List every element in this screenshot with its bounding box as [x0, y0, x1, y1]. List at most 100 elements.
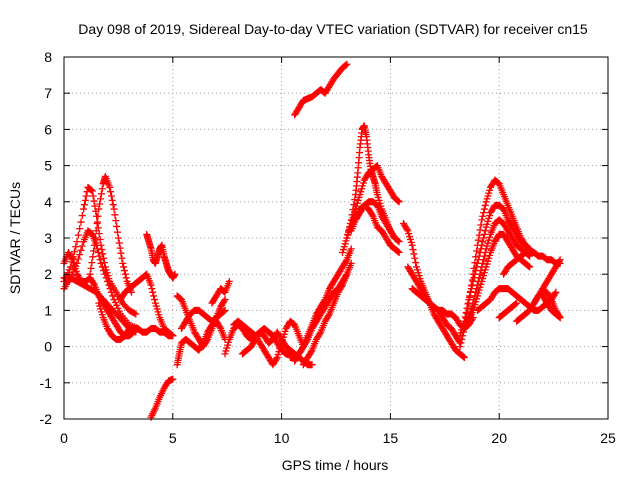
data-point: [80, 205, 88, 213]
data-point: [216, 323, 224, 331]
axis-ticks: [63, 56, 609, 420]
data-point: [76, 251, 84, 259]
y-tick-label: -1: [40, 375, 53, 391]
series-trace-x: [352, 198, 399, 242]
series-trace-e: [86, 172, 135, 296]
x-tick-label: 20: [491, 430, 507, 446]
y-tick-label: 2: [44, 266, 52, 282]
data-point: [116, 244, 124, 252]
data-point: [526, 263, 534, 271]
data-point: [512, 300, 520, 308]
y-tick-label: 6: [44, 121, 52, 137]
data-point: [110, 205, 118, 213]
series-trace-h: [143, 230, 179, 282]
x-axis-label: GPS time / hours: [282, 457, 389, 473]
data-point: [480, 256, 488, 264]
data-point: [105, 281, 113, 289]
data-point: [106, 183, 114, 191]
data-point: [68, 254, 76, 262]
data-point: [100, 259, 108, 267]
data-point: [89, 192, 97, 200]
series-trace-ak: [539, 292, 564, 322]
data-point: [168, 331, 176, 339]
data-point: [368, 211, 376, 219]
data-point: [107, 192, 115, 200]
data-point: [73, 238, 81, 246]
data-point: [478, 241, 486, 249]
data-point: [95, 205, 103, 213]
data-point: [94, 212, 102, 220]
data-point: [411, 254, 419, 262]
data-point: [109, 201, 117, 209]
data-point: [460, 353, 468, 361]
data-point: [169, 332, 177, 340]
series-trace-g: [117, 270, 177, 340]
data-point: [86, 270, 94, 278]
data-point: [476, 226, 484, 234]
y-tick-label: 5: [44, 158, 52, 174]
data-point: [114, 228, 122, 236]
y-axis-label: SDTVAR / TECUs: [7, 182, 23, 294]
series-trace-s: [299, 259, 355, 369]
data-point: [555, 313, 563, 321]
data-point: [307, 348, 315, 356]
data-point: [410, 250, 418, 258]
data-point: [77, 218, 85, 226]
data-point: [409, 246, 417, 254]
data-point: [132, 310, 140, 318]
y-tick-label: 1: [44, 302, 52, 318]
series-trace-l: [173, 317, 229, 369]
data-point: [112, 217, 120, 225]
data-point: [111, 211, 119, 219]
series-trace-ag: [500, 248, 564, 278]
data-point: [97, 195, 105, 203]
series-trace-v: [343, 162, 403, 242]
data-point: [225, 277, 233, 285]
y-tick-label: 8: [44, 49, 52, 65]
data-point: [555, 257, 563, 265]
data-point: [149, 288, 157, 296]
data-point: [81, 196, 89, 204]
series-trace-ai: [530, 256, 564, 307]
data-point: [480, 205, 488, 213]
data-point: [456, 343, 464, 351]
data-point: [118, 254, 126, 262]
data-point: [395, 198, 403, 206]
data-point: [107, 188, 115, 196]
data-point: [96, 235, 104, 243]
data-point: [464, 300, 472, 308]
data-point: [476, 270, 484, 278]
data-point: [90, 247, 98, 255]
data-point: [148, 285, 156, 293]
x-tick-label: 0: [60, 430, 68, 446]
data-point: [87, 186, 95, 194]
data-point: [351, 196, 359, 204]
data-point: [403, 225, 411, 233]
x-tick-label: 25: [600, 430, 616, 446]
data-point: [480, 230, 488, 238]
series-trace-k: [178, 306, 229, 332]
data-point: [395, 238, 403, 246]
grid-lines: [64, 57, 608, 419]
x-tick-label: 5: [169, 430, 177, 446]
data-point: [347, 245, 355, 253]
data-point: [342, 257, 350, 265]
series-trace-m: [208, 277, 233, 307]
data-point: [150, 292, 158, 300]
data-point: [220, 297, 228, 305]
data-point: [92, 227, 100, 235]
data-point: [394, 197, 402, 205]
data-point: [122, 274, 130, 282]
data-point: [394, 248, 402, 256]
data-point: [98, 263, 106, 271]
data-point: [525, 262, 533, 270]
data-point: [480, 234, 488, 242]
data-point: [70, 248, 78, 256]
data-point: [325, 311, 333, 319]
data-point: [303, 337, 311, 345]
data-point: [221, 296, 229, 304]
data-point: [88, 187, 96, 195]
data-point: [114, 234, 122, 242]
data-point: [171, 270, 179, 278]
data-point: [513, 299, 521, 307]
